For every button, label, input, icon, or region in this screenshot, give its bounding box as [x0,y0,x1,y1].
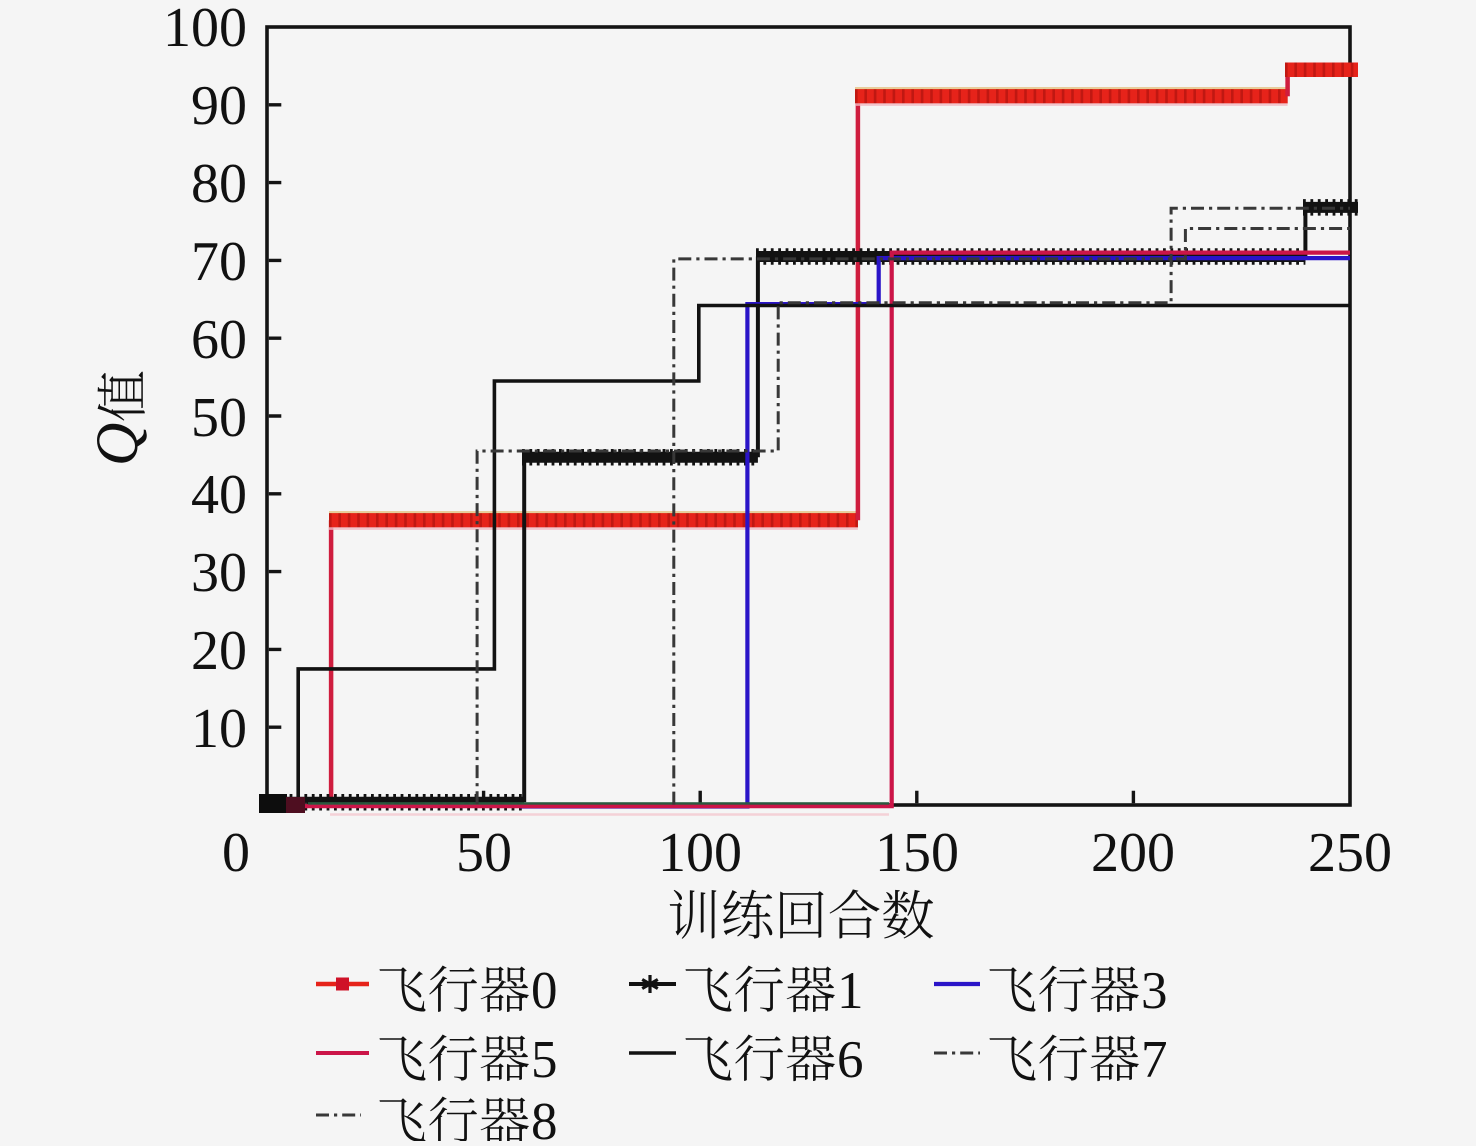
svg-text:30: 30 [191,542,247,604]
svg-text:200: 200 [1091,822,1175,884]
svg-text:150: 150 [875,822,959,884]
svg-text:50: 50 [456,822,512,884]
svg-text:20: 20 [191,620,247,682]
svg-text:80: 80 [191,153,247,215]
svg-text:250: 250 [1308,822,1392,884]
svg-text:0: 0 [531,962,558,1020]
svg-text:100: 100 [163,0,247,59]
svg-text:1: 1 [837,962,864,1020]
svg-text:90: 90 [191,75,247,137]
svg-text:0: 0 [222,822,250,884]
svg-text:70: 70 [191,231,247,293]
svg-text:50: 50 [191,387,247,449]
svg-text:3: 3 [1141,962,1168,1020]
svg-text:7: 7 [1141,1031,1168,1089]
svg-text:Q: Q [84,423,150,466]
svg-text:5: 5 [531,1031,558,1089]
svg-text:6: 6 [837,1031,864,1089]
svg-text:10: 10 [191,698,247,760]
svg-text:60: 60 [191,309,247,371]
svg-text:40: 40 [191,464,247,526]
svg-text:100: 100 [658,822,742,884]
svg-text:8: 8 [531,1093,558,1141]
